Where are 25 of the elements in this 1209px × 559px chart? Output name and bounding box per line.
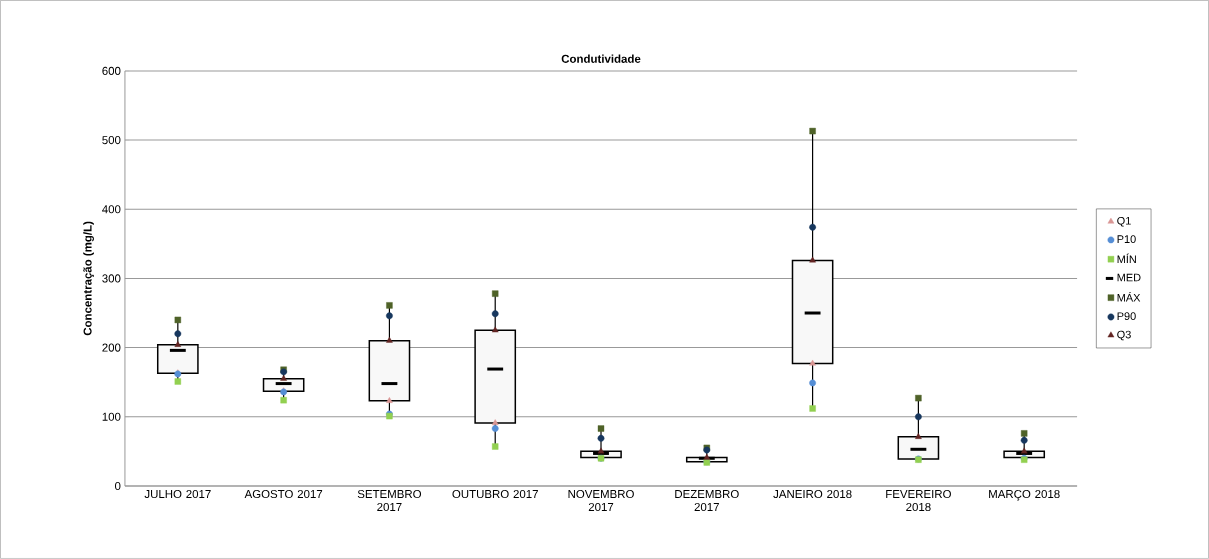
y-tick-label: 100: [102, 412, 121, 421]
y-tick-label: 600: [102, 66, 121, 76]
x-tick-label: JANEIRO 2018: [773, 490, 852, 499]
legend-label: MÍN: [1117, 253, 1136, 264]
y-tick-label: 400: [102, 205, 121, 214]
x-tick-label: AGOSTO 2017: [244, 490, 323, 499]
x-tick-label: MARÇO 2018: [989, 490, 1060, 501]
legend-label: MÁX: [1117, 292, 1141, 302]
y-tick-label: 500: [102, 136, 121, 145]
legend-label: MED: [1117, 273, 1141, 282]
legend-label: P10: [1117, 235, 1136, 244]
y-tick-label: 0: [114, 481, 121, 491]
chart-title: Condutividade: [561, 54, 641, 63]
x-tick-label: FEVEREIRO 2018: [886, 490, 951, 512]
x-tick-label: DEZEMBRO 2017: [675, 490, 739, 512]
y-tick-label: 200: [102, 343, 121, 352]
y-tick-label: 300: [102, 274, 121, 283]
legend-label: Q1: [1117, 216, 1131, 227]
x-tick-label: NOVEMBRO 2017: [568, 490, 634, 512]
legend-label: Q3: [1117, 330, 1131, 341]
x-tick-label: OUTUBRO 2017: [452, 490, 538, 499]
y-axis-title: Concentração (mg/L): [83, 221, 94, 336]
legend-label: P90: [1117, 312, 1136, 321]
x-tick-label: SETEMBRO 2017: [357, 490, 422, 512]
x-tick-label: JULHO 2017: [144, 490, 211, 499]
